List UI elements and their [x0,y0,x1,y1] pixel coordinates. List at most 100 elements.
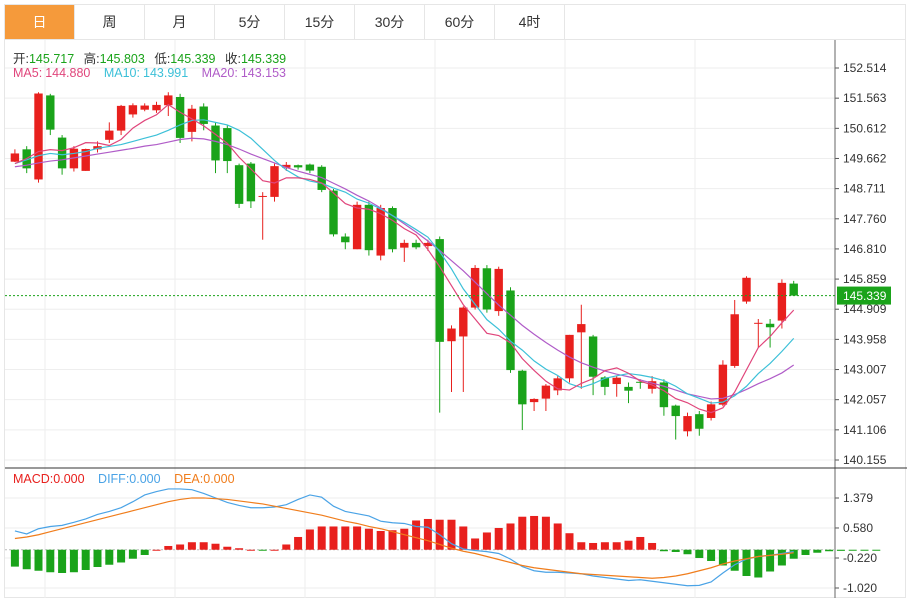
macd-bar [813,549,822,553]
price-y-tick-label: 143.958 [843,332,887,346]
macd-bar [459,526,468,550]
price-y-tick-label: 149.662 [843,151,887,165]
grid-lines [5,40,839,598]
macd-legend: MACD:0.000 DIFF:0.000 DEA:0.000 [13,472,235,486]
macd-bar [400,528,409,550]
chart-canvas: 152.514 151.563 150.612 149.662 148.711 147.7… [5,40,907,598]
macd-value: 0.000 [53,472,85,486]
candle-body [671,405,680,417]
ma20-value: 143.153 [240,66,286,80]
candle-body [329,190,338,235]
current-price-value: 145.339 [843,289,887,303]
macd-bar [164,545,173,550]
macd-bar [565,533,574,550]
macd-bar [836,549,845,551]
price-y-tick-label: 142.057 [843,393,887,407]
candle-body [541,385,551,399]
ma10-label: MA10: [103,66,140,80]
tab-5[interactable]: 30分 [355,5,425,39]
macd-bar [246,549,255,551]
macd-bar [612,542,621,550]
candle-body [411,242,421,248]
ma5-value: 144.880 [45,66,91,80]
price-y-tick-label: 150.612 [843,121,887,135]
price-y-tick-label: 148.711 [843,182,886,196]
candle-body [69,148,79,169]
ma20-line [14,137,795,400]
macd-bar [577,542,586,550]
macd-bar [872,549,881,551]
macd-bar [553,523,562,550]
candle-body [81,149,90,171]
candle-body [754,322,763,324]
chart-frame: 152.514 151.563 150.612 149.662 148.711 147.7… [4,40,907,598]
macd-bar [506,523,515,550]
macd-bar [46,549,55,573]
macd-bar [412,520,421,550]
candle-body [46,95,55,130]
macd-bar [128,549,137,559]
macd-bar [258,549,267,551]
candle-body [518,370,527,405]
ma-legend: MA5: 144.880 MA10: 143.991 MA20: 143.153 [13,66,286,80]
candle-body [588,336,598,377]
candle-body [400,242,409,248]
candle-body [93,146,102,150]
candle-body [742,277,751,302]
period-tabs: 日周月 5分 15分 30分 60分 4时 [4,4,906,40]
macd-histogram [10,515,881,578]
price-y-tick-label: 141.106 [843,423,887,437]
macd-bar [754,549,763,578]
macd-bar [270,549,279,551]
macd-bar [718,549,727,566]
tab-6[interactable]: 60分 [425,5,495,39]
dea-label: DEA: [174,472,204,486]
tab-3[interactable]: 5分 [215,5,285,39]
macd-bar [671,549,680,552]
ma20-label: MA20: [201,66,238,80]
macd-bar [211,543,220,550]
tab-4[interactable]: 15分 [285,5,355,39]
tab-0[interactable]: 日 [5,5,75,39]
candle-body [293,165,303,168]
price-y-tick-label: 144.909 [843,302,887,316]
candle-body [789,283,798,296]
macd-bar [707,549,716,561]
macd-bar [376,530,385,550]
candle-body [765,323,775,328]
tab-7[interactable]: 4时 [495,5,565,39]
candle-body [706,404,716,418]
macd-bar [10,549,19,567]
macd-bar [152,549,161,551]
tab-2[interactable]: 月 [145,5,215,39]
candle-body [470,267,480,308]
macd-bar [518,516,527,550]
macd-bar [105,549,114,565]
candle-body [352,204,362,250]
macd-bar [848,549,857,551]
macd-bar [423,518,432,550]
candle-body [447,328,456,342]
candle-body [246,163,256,202]
macd-bar [730,549,739,571]
candle-body [624,386,633,391]
macd-bar [93,549,102,567]
macd-bar [589,542,598,550]
candle-body [234,165,244,204]
diff-value: 0.000 [129,472,161,486]
macd-bar [223,546,232,550]
candle-body [105,130,114,140]
high-value: 145.803 [99,52,145,66]
macd-bar [140,549,149,555]
price-y-tick-label: 145.859 [843,272,887,286]
macd-bar [294,536,303,550]
candle-body [270,166,279,197]
macd-bar [187,542,196,550]
ma10-value: 143.991 [143,66,189,80]
candle-body [57,137,67,169]
macd-bar [742,549,751,576]
tab-1[interactable]: 周 [75,5,145,39]
candle-body [718,364,728,405]
macd-bar [199,542,208,550]
macd-bar [766,549,775,572]
